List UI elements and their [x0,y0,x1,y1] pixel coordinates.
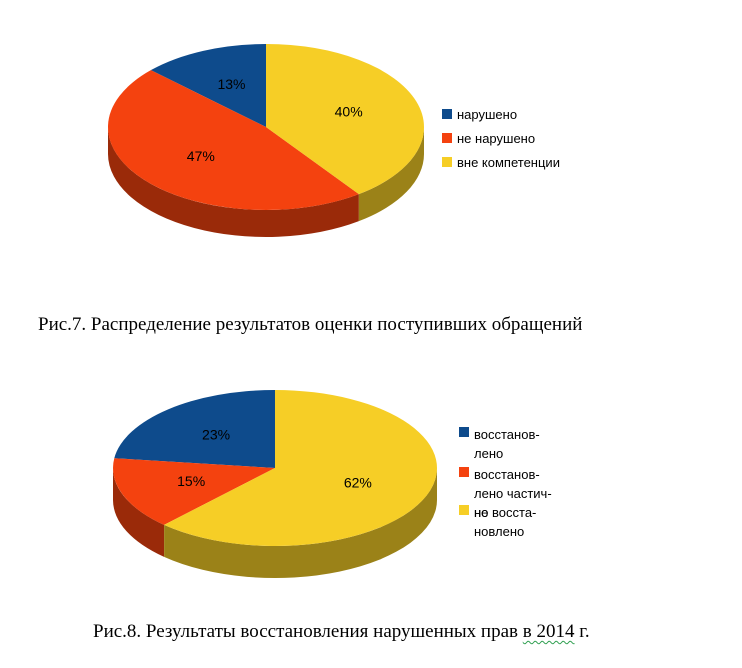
pie-chart-fig7[interactable]: 13% 47% 40% [0,0,742,270]
legend-item: не восста- новлено [459,503,536,541]
legend-swatch [442,157,452,167]
pie-data-label: 47% [187,148,215,164]
figure-7-caption[interactable]: Рис.7. Распределение результатов оценки … [38,314,583,335]
legend-item: не нарушено [442,131,535,146]
legend-label: восстанов- лено [474,427,540,461]
legend-item: восстанов- лено [459,425,540,463]
figure-8-caption[interactable]: Рис.8. Результаты восстановления нарушен… [93,621,590,643]
legend-swatch [459,505,469,515]
legend-item: восстанов- лено частич- но [459,465,552,522]
legend-label: вне компетенции [457,155,560,170]
legend-item: нарушено [442,107,517,122]
pie-slice-side-не восстановлено[interactable] [164,468,438,578]
pie-slice-вне компетенции[interactable] [266,44,424,195]
pie-slice-side-вне компетенции[interactable] [358,127,424,222]
pie-data-label: 62% [344,474,372,490]
legend-swatch [442,133,452,143]
legend-label: нарушено [457,107,518,122]
pie-data-label: 15% [177,473,205,489]
pie-slice-не нарушено[interactable] [108,70,359,210]
pie-slice-не восстановлено[interactable] [164,390,437,546]
legend-label: восстанов- лено частич- но [474,467,552,520]
legend-label: не восста- новлено [474,505,537,539]
pie-data-label: 13% [217,76,245,92]
pie-slice-восстановлено[interactable] [114,390,275,468]
legend-swatch [459,467,469,477]
pie-slice-side-не нарушено[interactable] [108,127,359,237]
legend-swatch [442,109,452,119]
legend-label: не нарушено [457,131,536,146]
pie-data-label: 23% [202,427,230,443]
caption-text: Рис.8. Результаты восстановления нарушен… [93,621,523,642]
caption-text: г. [574,621,590,642]
grammar-marked-text: в 2014 [522,621,575,642]
pie-slice-нарушено[interactable] [150,44,266,127]
pie-data-label: 40% [335,104,363,120]
legend-swatch [459,427,469,437]
pie-slice-side-восстановлено частично[interactable] [113,468,165,557]
pie-chart-fig8[interactable]: 23% 15% 62% [0,375,742,605]
legend-item: вне компетенции [442,155,560,170]
pie-slice-восстановлено частично[interactable] [112,458,275,525]
